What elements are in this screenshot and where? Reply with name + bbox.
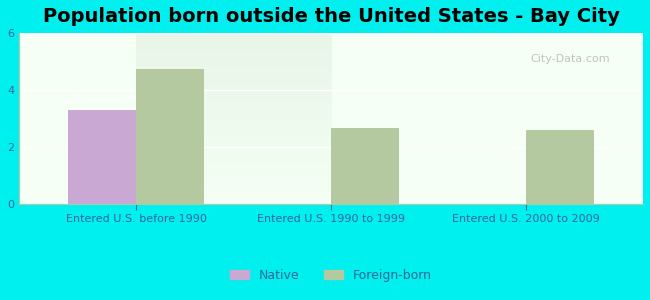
Bar bbox=[526, 130, 594, 204]
Bar bbox=[136, 69, 204, 204]
Legend: Native, Foreign-born: Native, Foreign-born bbox=[225, 264, 437, 286]
Bar bbox=[331, 128, 399, 204]
Bar bbox=[68, 110, 136, 204]
Text: City-Data.com: City-Data.com bbox=[530, 54, 610, 64]
Title: Population born outside the United States - Bay City: Population born outside the United State… bbox=[42, 7, 619, 26]
